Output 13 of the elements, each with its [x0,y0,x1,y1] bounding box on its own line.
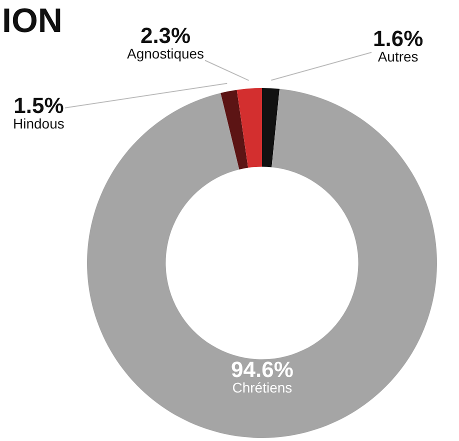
data-label: 1.5% [14,93,64,118]
data-label: 94.6% [231,357,294,382]
donut-slice [220,90,248,170]
slice-label: Autres [378,48,418,65]
donut-slice [236,88,262,168]
data-label: 1.6% [373,26,424,51]
slice-label: Chrétiens [232,380,292,396]
chart-title: ION [2,2,62,40]
slice-label: Hindous [13,116,64,132]
slice-label: Agnostiques [127,46,204,62]
donut-slice [262,88,280,168]
donut-slice [87,88,437,438]
data-label: 2.3% [140,23,191,48]
